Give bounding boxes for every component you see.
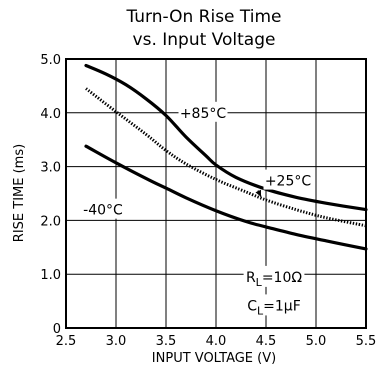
axis-ticks: 2.5 3.0 3.5 4.0 4.5 5.0 5.5 0 1.0 2.0 3.0 4.0 5.0 [40,53,376,349]
annotation-bg [243,294,305,316]
x-tick-label: 3.0 [106,334,127,349]
series-line-25c [85,87,367,228]
series-label-bg [263,169,313,190]
chart-series [84,63,368,251]
chart-title-line1: Turn-On Rise Time [125,7,281,27]
plot-frame [65,58,367,329]
x-tick-label: 4.0 [206,334,227,349]
y-axis-label: RISE TIME (ms) [12,144,27,242]
series-line-85c [84,63,368,212]
series-label: +85°C [180,106,227,122]
x-tick-label: 3.5 [156,334,177,349]
x-tick-label: 4.5 [256,334,277,349]
y-tick-label: 5.0 [40,53,61,68]
x-tick-label: 5.0 [306,334,327,349]
annotation-bg [243,265,305,287]
chart-labels: +85°C +25°C -40°C RL=10Ω CL=1μF [78,101,313,317]
series-line-40c [84,144,368,251]
chart-title-line2: vs. Input Voltage [133,30,276,50]
x-axis-label: INPUT VOLTAGE (V) [152,351,276,366]
series-label: +25°C [265,174,312,190]
series-label: -40°C [83,203,123,219]
x-tick-label: 5.5 [356,334,377,349]
x-tick-label: 2.5 [56,334,77,349]
y-tick-label: 1.0 [40,268,61,283]
annotation-label: RL=10Ω [246,270,302,289]
series-label-bg [178,101,228,122]
series-label-bg [78,198,128,219]
y-tick-label: 0 [53,322,61,337]
chart-grid [66,59,366,328]
y-tick-label: 4.0 [40,107,61,122]
annotation-label: CL=1μF [247,298,301,317]
y-tick-label: 3.0 [40,161,61,176]
y-tick-label: 2.0 [40,214,61,229]
label-pointer-arrowhead [255,189,261,197]
